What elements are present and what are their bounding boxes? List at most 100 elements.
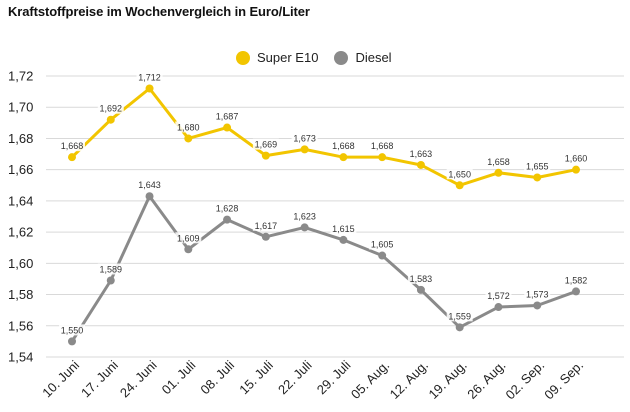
x-tick-label: 10. Juni <box>39 357 82 400</box>
data-point <box>184 134 193 143</box>
y-tick-label: 1,58 <box>8 287 33 302</box>
data-label: 1,550 <box>61 325 84 335</box>
legend-label-super: Super E10 <box>257 50 319 65</box>
data-point <box>223 123 232 132</box>
x-tick-label: 09. Sep. <box>541 358 586 403</box>
data-label: 1,643 <box>138 180 161 190</box>
data-label: 1,692 <box>100 104 123 114</box>
x-tick-label: 19. Aug. <box>425 358 469 402</box>
series-points <box>68 84 580 346</box>
data-label-bg <box>407 272 434 284</box>
data-label-bg <box>446 168 473 180</box>
data-point <box>378 251 387 260</box>
x-tick-label: 17. Juni <box>78 357 121 400</box>
data-point <box>494 303 503 312</box>
data-point <box>494 168 503 177</box>
data-label: 1,712 <box>138 72 161 82</box>
data-label: 1,658 <box>487 157 510 167</box>
y-tick-label: 1,54 <box>8 350 33 365</box>
data-label-bg <box>59 324 85 336</box>
y-tick-label: 1,62 <box>8 225 33 240</box>
data-label-bg <box>136 179 163 191</box>
data-label-bg <box>407 147 434 159</box>
x-tick-label: 22. Juli <box>275 357 315 397</box>
y-tick-label: 1,68 <box>8 131 33 146</box>
legend-swatch-super <box>236 50 250 65</box>
data-point <box>300 145 309 154</box>
data-label-bg <box>485 290 512 302</box>
data-label: 1,572 <box>487 291 510 301</box>
data-point <box>68 337 76 346</box>
y-tick-label: 1,60 <box>8 256 33 271</box>
data-label-bg <box>214 110 241 122</box>
data-point <box>261 232 270 241</box>
data-point <box>378 153 387 162</box>
data-labels: 1,668 1,692 1,712 1,680 1,687 1,669 1,673 1,668… <box>59 71 589 336</box>
data-label: 1,617 <box>255 221 278 231</box>
data-label-bg <box>330 140 357 152</box>
x-tick-label: 05. Aug. <box>348 358 392 402</box>
data-point <box>572 287 580 296</box>
data-label: 1,668 <box>371 141 394 151</box>
data-point <box>300 223 309 232</box>
y-axis: 1,54 1,56 1,58 1,60 1,62 1,64 1,66 1,68 1,70 1,72 <box>8 69 33 365</box>
data-point <box>145 192 154 201</box>
data-point <box>145 84 154 93</box>
data-label: 1,660 <box>565 154 588 164</box>
y-tick-label: 1,70 <box>8 100 33 115</box>
data-label: 1,609 <box>177 233 200 243</box>
data-label: 1,605 <box>371 240 394 250</box>
y-tick-label: 1,56 <box>8 318 33 333</box>
data-label-bg <box>252 138 279 150</box>
x-tick-label: 15. Juli <box>236 357 276 397</box>
data-label: 1,589 <box>100 265 123 275</box>
data-point <box>223 215 232 224</box>
data-label-bg <box>214 202 241 214</box>
data-label-bg <box>369 238 396 250</box>
data-label: 1,559 <box>448 311 471 321</box>
data-label-bg <box>97 263 124 275</box>
y-tick-label: 1,64 <box>8 193 33 208</box>
data-label: 1,615 <box>332 224 355 234</box>
chart-legend: Super E10 Diesel <box>236 50 392 65</box>
data-point <box>455 323 464 332</box>
x-tick-label: 12. Aug. <box>387 358 431 402</box>
data-label-bg <box>446 310 473 322</box>
data-label-bg <box>97 102 124 114</box>
y-tick-label: 1,66 <box>8 162 33 177</box>
data-label-bg <box>524 160 551 172</box>
data-label-bg <box>524 288 551 300</box>
data-label-bg <box>563 152 589 164</box>
data-point <box>533 301 542 310</box>
legend-label-diesel: Diesel <box>355 50 392 65</box>
gridlines <box>46 75 624 358</box>
x-tick-label: 01. Juli <box>159 357 199 397</box>
data-label: 1,582 <box>565 275 588 285</box>
data-point <box>68 153 76 162</box>
data-label: 1,687 <box>216 112 239 122</box>
data-label-bg <box>369 140 396 152</box>
data-label: 1,623 <box>293 211 316 221</box>
data-label: 1,663 <box>410 149 433 159</box>
data-label: 1,668 <box>61 141 84 151</box>
data-label: 1,628 <box>216 204 239 214</box>
data-label-bg <box>59 140 85 152</box>
data-label: 1,669 <box>255 140 278 150</box>
series-lines <box>70 86 577 343</box>
x-tick-label: 26. Aug. <box>464 358 508 402</box>
data-point <box>106 115 115 124</box>
data-label-bg <box>175 121 202 133</box>
data-label-bg <box>330 222 357 234</box>
data-label: 1,668 <box>332 141 355 151</box>
data-label-bg <box>175 232 202 244</box>
legend-swatch-diesel <box>334 50 349 65</box>
x-tick-label: 24. Juni <box>117 357 160 400</box>
series-line <box>70 194 577 343</box>
data-point <box>416 160 425 169</box>
data-point <box>339 153 348 162</box>
data-point <box>184 245 193 254</box>
data-label-bg <box>291 210 318 222</box>
data-label: 1,573 <box>526 289 549 299</box>
x-tick-label: 08. Juli <box>197 357 237 397</box>
